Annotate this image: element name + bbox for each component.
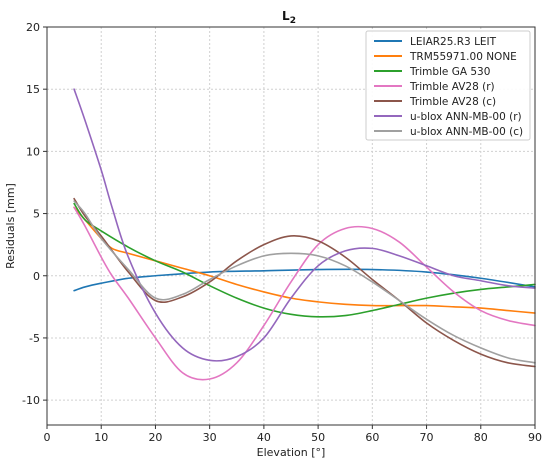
x-tick-label: 90 [528, 431, 542, 444]
x-tick-label: 40 [257, 431, 271, 444]
y-tick-label: 15 [26, 83, 40, 96]
y-axis-label: Residuals [mm] [4, 183, 17, 269]
y-tick-label: 10 [26, 145, 40, 158]
legend-label-leiar25-r3-leit: LEIAR25.R3 LEIT [410, 36, 497, 48]
x-axis-ticks: 0 10 20 30 40 50 60 70 80 90 [44, 425, 542, 444]
legend-label-u-blox-ann-mb-00-c: u-blox ANN-MB-00 (c) [410, 126, 523, 138]
series-line-u-blox-ann-mb-00-c [73, 200, 536, 364]
legend-label-trimble-av28-r: Trimble AV28 (r) [409, 81, 495, 93]
legend: LEIAR25.R3 LEIT TRM55971.00 NONE Trimble G… [365, 30, 531, 141]
y-tick-label: 0 [33, 270, 40, 283]
series-line-trimble-ga-530 [73, 202, 536, 318]
legend-label-trm55971-00-none: TRM55971.00 NONE [409, 51, 517, 63]
x-tick-label: 60 [365, 431, 379, 444]
y-tick-label: 5 [33, 208, 40, 221]
legend-label-trimble-ga-530: Trimble GA 530 [409, 66, 490, 78]
series-line-trimble-av28-r [73, 206, 536, 381]
legend-label-u-blox-ann-mb-00-r: u-blox ANN-MB-00 (r) [410, 111, 522, 123]
chart-title-main: L [282, 9, 290, 23]
y-axis-ticks: -10 -5 0 5 10 15 20 [22, 21, 47, 407]
series-line-u-blox-ann-mb-00-r [73, 88, 536, 362]
x-tick-label: 70 [420, 431, 434, 444]
plot-frame [46, 26, 536, 426]
x-tick-label: 80 [474, 431, 488, 444]
x-tick-label: 20 [148, 431, 162, 444]
series-line-leiar25-r3-leit [73, 268, 536, 292]
chart-title-subscript: 2 [290, 16, 296, 26]
chart-title: L2 [282, 9, 296, 26]
y-tick-label: -10 [22, 394, 40, 407]
legend-box [365, 30, 531, 141]
y-tick-label: -5 [29, 332, 40, 345]
x-axis-label: Elevation [°] [257, 446, 326, 459]
y-tick-label: 20 [26, 21, 40, 34]
legend-label-trimble-av28-c: Trimble AV28 (c) [409, 96, 496, 108]
x-tick-label: 30 [203, 431, 217, 444]
x-tick-label: 50 [311, 431, 325, 444]
series-line-trimble-av28-c [73, 197, 536, 368]
series-layer [73, 88, 536, 381]
x-tick-label: 10 [94, 431, 108, 444]
x-tick-label: 0 [44, 431, 51, 444]
series-line-trm55971-00-none [73, 206, 536, 314]
legend-items: LEIAR25.R3 LEIT TRM55971.00 NONE Trimble G… [374, 36, 523, 138]
